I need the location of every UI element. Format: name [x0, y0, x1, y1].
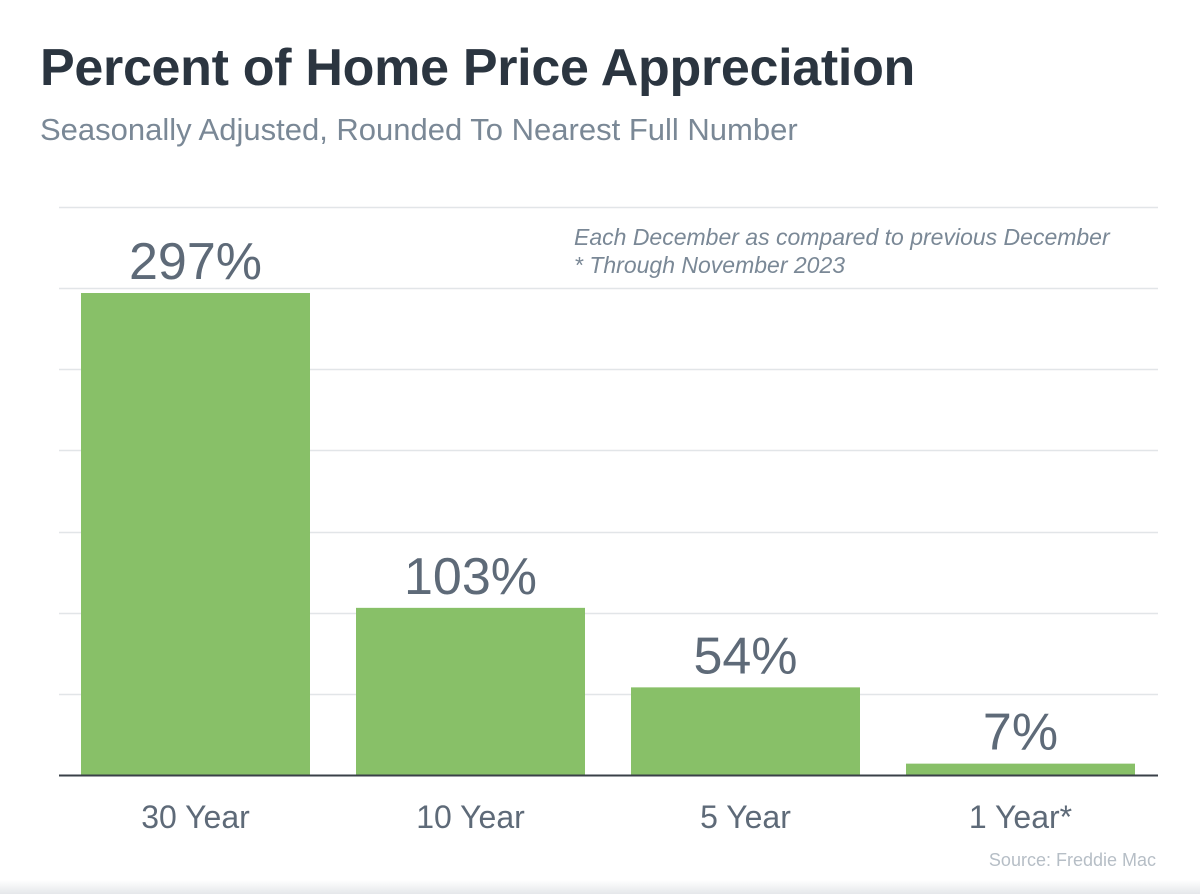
chart-note: Each December as compared to previous De…: [574, 223, 1110, 279]
bar-value-label: 7%: [983, 704, 1058, 762]
bar: [631, 687, 860, 775]
bar: [906, 763, 1135, 775]
chart-subtitle: Seasonally Adjusted, Rounded To Nearest …: [40, 112, 798, 147]
category-label: 30 Year: [141, 799, 250, 835]
bar-value-label: 54%: [693, 627, 797, 685]
value-labels: 297% 103% 54% 7%: [129, 233, 1058, 762]
category-label: 10 Year: [416, 799, 525, 835]
category-label: 5 Year: [700, 799, 791, 835]
category-labels: 30 Year 10 Year 5 Year 1 Year*: [141, 799, 1072, 835]
note-line-through: * Through November 2023: [574, 252, 846, 278]
note-line-comparison: Each December as compared to previous De…: [574, 224, 1110, 250]
bottom-fade: [0, 880, 1200, 894]
bar: [81, 293, 310, 775]
chart-title: Percent of Home Price Appreciation: [40, 39, 915, 97]
source-credit: Source: Freddie Mac: [988, 850, 1156, 870]
bar-value-label: 103%: [404, 548, 537, 606]
bar-value-label: 297%: [129, 233, 262, 291]
bars: [81, 293, 1135, 775]
category-label: 1 Year*: [969, 799, 1072, 835]
bar: [356, 607, 585, 775]
